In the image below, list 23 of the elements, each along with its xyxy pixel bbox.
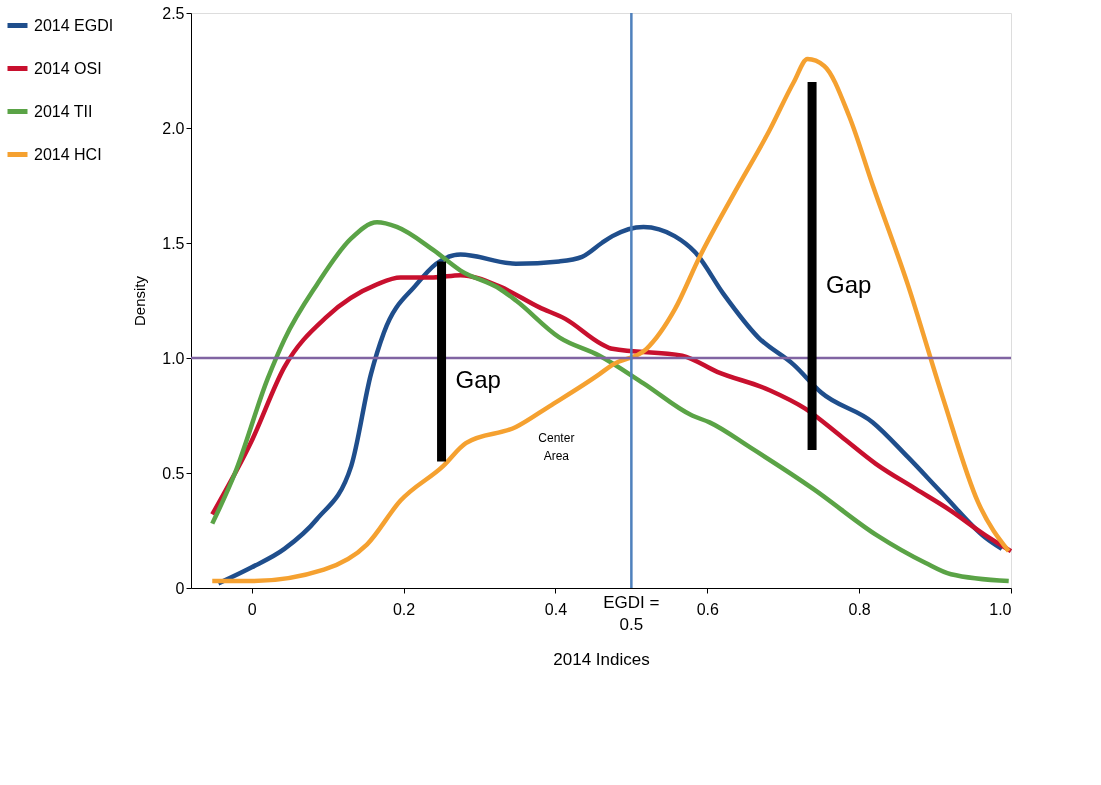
x-tick-label: 0.2	[392, 600, 416, 618]
legend-label: 2014 EGDI	[34, 16, 114, 34]
text: EGDI = 0.5	[603, 593, 660, 634]
legend-label: 2014 OSI	[34, 59, 102, 77]
x-tick-label: 0	[247, 600, 257, 618]
x-tick-label: 1.0	[989, 600, 1012, 618]
annotation: Gap	[826, 271, 872, 298]
y-tick-label: 1.0	[162, 349, 185, 367]
line-series	[210, 56, 1011, 584]
legend-label: 2014 HCI	[34, 145, 102, 163]
y-tick-label: 0	[175, 579, 185, 597]
y-tick-label: 0.5	[162, 464, 185, 482]
y-axis-title: Density	[131, 275, 149, 327]
x-tick-label: 0.4	[544, 600, 568, 618]
x-axis-title: 2014 Indices	[553, 649, 650, 669]
x-tick-label: 0.8	[848, 600, 871, 618]
y-tick-label: 2.5	[162, 4, 185, 22]
y-tick-label: 2.0	[162, 119, 185, 137]
legend-label: 2014 TII	[34, 102, 93, 120]
y-tick-label: 1.5	[162, 234, 185, 252]
annotation: Gap	[455, 366, 501, 394]
annotation: Center Area	[538, 431, 575, 463]
x-tick-label: 0.6	[696, 600, 720, 618]
